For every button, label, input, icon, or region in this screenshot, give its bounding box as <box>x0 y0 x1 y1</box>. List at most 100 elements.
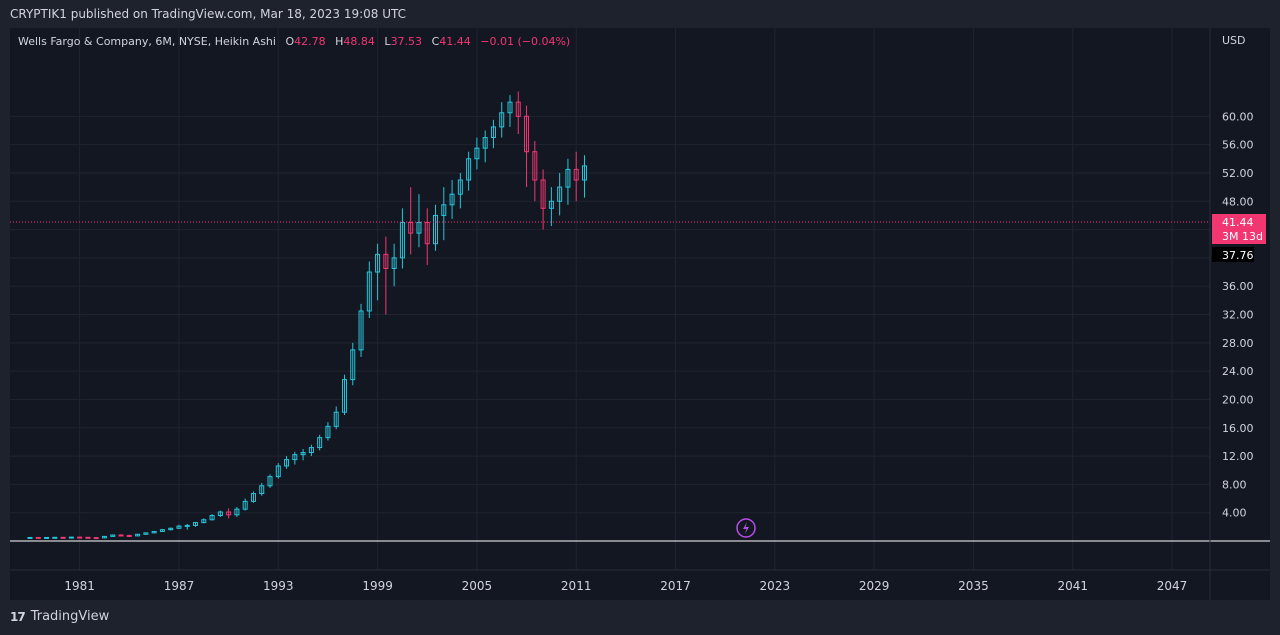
candle-body <box>60 536 66 539</box>
candle-body <box>300 452 306 456</box>
price-tick-label: 4.00 <box>1222 507 1247 520</box>
candle <box>557 172 563 216</box>
candle <box>217 510 223 517</box>
candle-body <box>151 530 157 534</box>
candle <box>201 518 207 524</box>
candle-body <box>482 137 488 149</box>
time-tick-label: 1987 <box>164 579 195 593</box>
candle-body <box>27 536 33 539</box>
candle-body <box>350 349 356 381</box>
candle-body <box>557 186 563 202</box>
candle-body <box>284 459 290 467</box>
price-tick-label: 60.00 <box>1222 110 1254 123</box>
candle <box>135 533 141 537</box>
price-tick-label: 16.00 <box>1222 422 1254 435</box>
price-axis-currency: USD <box>1222 34 1246 47</box>
candle <box>77 536 83 539</box>
candle <box>548 187 554 227</box>
candle-body <box>383 253 389 269</box>
candle <box>408 187 414 255</box>
candle <box>250 491 256 503</box>
crosshair-price-badge <box>1212 247 1254 262</box>
price-tick-label: 28.00 <box>1222 337 1254 350</box>
candle-body <box>466 158 472 181</box>
candle-body <box>490 126 496 139</box>
candle <box>259 482 265 496</box>
candle-body <box>507 101 513 114</box>
candle-body <box>159 529 165 532</box>
candle-body <box>101 535 107 539</box>
candle-body <box>573 168 579 181</box>
candle <box>44 536 50 539</box>
time-tick-label: 1981 <box>64 579 95 593</box>
candle <box>474 137 480 170</box>
price-axis-ticks: 4.00 8.00 12.00 16.00 20.00 24.00 28.00 32.00 36… <box>1222 110 1254 519</box>
candle <box>466 151 472 191</box>
candle <box>341 374 347 416</box>
candle-body <box>441 204 447 216</box>
candle <box>433 204 439 251</box>
time-tick-label: 2017 <box>660 579 691 593</box>
candle-body <box>308 447 314 454</box>
candle <box>416 194 422 248</box>
candle-body <box>52 536 58 539</box>
price-tick-label: 8.00 <box>1222 478 1247 491</box>
candle <box>168 527 174 531</box>
price-tick-label: 32.00 <box>1222 309 1254 322</box>
candle <box>159 528 165 532</box>
time-tick-label: 1999 <box>362 579 393 593</box>
candle <box>308 444 314 457</box>
candle-body <box>217 511 223 517</box>
candle <box>565 158 571 205</box>
time-tick-label: 1993 <box>263 579 294 593</box>
publisher-header: CRYPTIK1 published on TradingView.com, M… <box>10 7 407 21</box>
candle-body <box>325 425 331 439</box>
candle <box>358 303 364 357</box>
flash-event-icon[interactable] <box>736 518 756 538</box>
candle <box>176 524 182 529</box>
candle <box>93 537 99 540</box>
candle-body <box>226 511 232 516</box>
candle-body <box>548 200 554 209</box>
candle-body <box>110 534 116 537</box>
chart-frame[interactable]: 4.00 8.00 12.00 16.00 20.00 24.00 28.00 32.00 36… <box>10 28 1270 600</box>
candle <box>540 169 546 230</box>
candle <box>333 406 339 430</box>
candle-body <box>433 214 439 245</box>
time-tick-label: 2023 <box>760 579 791 593</box>
candle <box>515 91 521 135</box>
candle-body <box>77 536 83 539</box>
candle <box>267 474 273 488</box>
candle <box>524 105 530 188</box>
footer-brand[interactable]: 17 TradingView <box>10 609 109 624</box>
candles <box>27 91 587 540</box>
candle-body <box>68 536 74 539</box>
high-label: H <box>335 35 344 48</box>
candle-body <box>524 115 530 153</box>
candle-body <box>449 193 455 206</box>
low-label: L <box>384 35 391 48</box>
current-price-badge <box>1212 214 1266 244</box>
candle <box>449 180 455 219</box>
symbol-legend: Wells Fargo & Company, 6M, NYSE, Heikin … <box>18 35 570 48</box>
candle-body <box>581 165 587 181</box>
low-value: 37.53 <box>390 35 423 48</box>
footer-brand-label: TradingView <box>30 609 110 624</box>
price-tick-label: 36.00 <box>1222 280 1254 293</box>
candle-body <box>375 253 381 273</box>
candle <box>52 536 58 539</box>
candle-body <box>209 515 215 521</box>
candle <box>581 155 587 198</box>
candle <box>300 448 306 461</box>
candle <box>118 534 124 537</box>
candle-body <box>135 533 141 537</box>
candle-body <box>250 493 256 502</box>
candle <box>350 342 356 386</box>
time-tick-label: 2029 <box>859 579 890 593</box>
candle <box>184 524 190 530</box>
time-tick-label: 2035 <box>958 579 989 593</box>
candle <box>284 456 290 469</box>
candle-body <box>408 221 414 234</box>
chart-svg[interactable]: 4.00 8.00 12.00 16.00 20.00 24.00 28.00 32.00 36… <box>10 28 1270 600</box>
candle-body <box>85 536 91 539</box>
